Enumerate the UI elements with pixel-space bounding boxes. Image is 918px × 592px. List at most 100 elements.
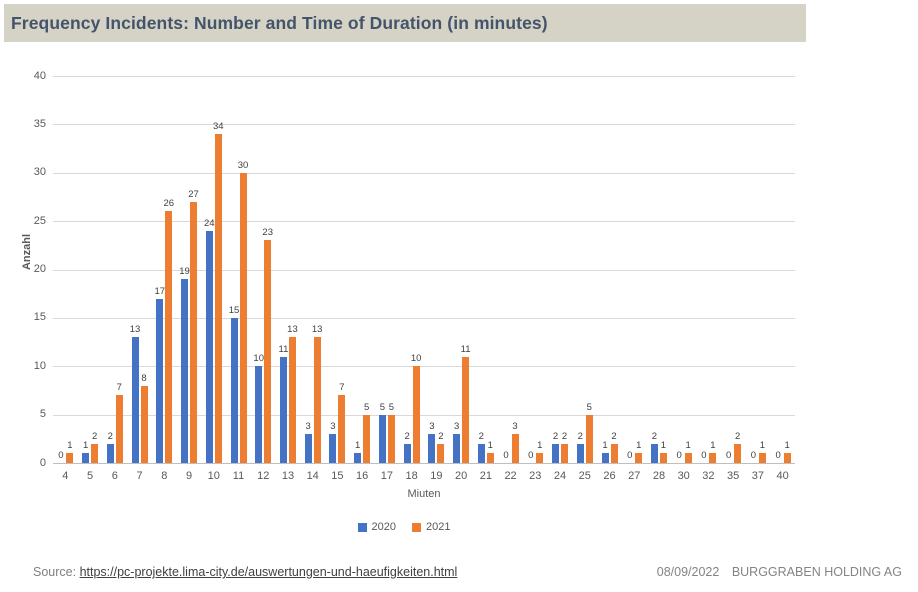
bar-2021-15 (338, 395, 346, 463)
x-tick-label-28: 28 (652, 470, 666, 482)
data-label-2021-19: 2 (438, 430, 444, 442)
data-label-2021-23: 1 (537, 440, 543, 452)
data-label-2020-40: 0 (775, 450, 781, 461)
data-label-2020-15: 3 (330, 420, 336, 432)
y-tick-label: 20 (33, 263, 46, 275)
data-label-2021-25: 5 (586, 401, 592, 413)
bar-2020-7 (131, 337, 139, 463)
y-tick-label: 15 (33, 311, 46, 324)
data-label-2021-16: 5 (364, 401, 370, 413)
data-label-2020-27: 0 (627, 450, 633, 461)
bar-2021-13 (288, 337, 296, 463)
x-tick-label-4: 4 (62, 470, 69, 482)
data-label-2020-20: 3 (453, 420, 460, 432)
bar-2020-21 (477, 443, 485, 463)
bar-2021-32 (709, 453, 717, 463)
x-tick-label-27: 27 (628, 470, 641, 482)
data-label-2021-24: 2 (561, 430, 568, 442)
data-label-2021-26: 2 (611, 430, 617, 442)
chart-title-bar: Frequency Incidents: Number and Time of … (4, 4, 806, 42)
x-tick-label-20: 20 (454, 470, 468, 482)
bar-2020-5 (82, 453, 90, 463)
data-label-2021-17: 5 (388, 401, 395, 413)
bar-2021-35 (734, 443, 742, 463)
data-label-2021-14: 13 (311, 324, 323, 336)
x-tick-label-22: 22 (504, 470, 517, 482)
x-tick-label-10: 10 (207, 470, 220, 482)
data-label-2021-15: 7 (339, 382, 345, 394)
bar-2021-8 (165, 211, 173, 463)
bar-2021-21 (486, 453, 494, 463)
y-tick-label: 25 (33, 214, 46, 227)
legend-item-2021: 2021 (412, 521, 450, 533)
bar-2020-10 (205, 230, 213, 463)
gridline (53, 76, 795, 77)
data-label-2020-7: 13 (129, 324, 141, 336)
data-label-2021-22: 3 (512, 420, 518, 432)
bar-2021-10 (214, 134, 222, 463)
bar-2020-16 (354, 453, 362, 463)
bar-2021-17 (387, 414, 395, 463)
y-tick-label: 30 (33, 166, 46, 179)
source-label: Source: (33, 565, 77, 579)
bar-2020-24 (552, 443, 560, 463)
legend-swatch-2021 (412, 522, 421, 532)
data-label-2020-25: 2 (577, 430, 583, 442)
data-label-2020-14: 3 (305, 420, 311, 432)
data-label-2020-16: 1 (355, 440, 361, 452)
x-tick-label-23: 23 (529, 470, 542, 482)
x-tick-label-6: 6 (111, 470, 118, 482)
bar-2021-9 (190, 201, 198, 463)
bar-2021-30 (684, 453, 692, 463)
data-label-2020-5: 1 (82, 440, 89, 452)
data-label-2021-9: 27 (188, 188, 199, 200)
gridline (53, 414, 795, 416)
data-label-2021-7: 8 (141, 372, 147, 384)
bar-2021-24 (561, 443, 569, 463)
data-label-2020-35: 0 (726, 450, 732, 461)
x-tick-label-21: 21 (479, 470, 492, 482)
data-label-2021-40: 1 (784, 440, 790, 452)
bar-2021-37 (758, 453, 766, 463)
data-label-2021-27: 1 (636, 440, 642, 452)
x-tick-label-30: 30 (677, 470, 690, 482)
gridline (53, 269, 795, 271)
x-tick-label-17: 17 (380, 470, 394, 482)
bar-2021-22 (511, 433, 519, 463)
x-tick-label-11: 11 (232, 470, 245, 482)
data-label-2020-9: 19 (179, 266, 190, 278)
data-label-2020-13: 11 (278, 343, 289, 355)
data-label-2020-37: 0 (750, 450, 757, 461)
bar-2021-11 (239, 172, 247, 463)
x-tick-label-13: 13 (281, 470, 295, 482)
y-tick-label: 10 (33, 359, 46, 372)
bar-2021-27 (635, 453, 643, 463)
data-label-2020-23: 0 (528, 450, 534, 461)
data-label-2020-18: 2 (404, 430, 410, 442)
bar-2020-13 (279, 356, 287, 463)
gridline (53, 317, 795, 319)
bar-2021-7 (140, 385, 148, 463)
data-label-2020-10: 24 (203, 217, 215, 229)
bar-2021-23 (536, 453, 544, 463)
data-label-2020-30: 0 (676, 450, 682, 461)
data-label-2021-18: 10 (410, 353, 422, 365)
bar-2020-9 (181, 279, 189, 463)
data-label-2021-37: 1 (759, 440, 766, 452)
y-tick-label: 5 (39, 408, 46, 421)
data-label-2020-17: 5 (379, 401, 386, 413)
data-label-2021-21: 1 (487, 440, 493, 452)
bar-2021-12 (264, 240, 272, 463)
data-label-2021-5: 2 (91, 430, 98, 442)
bar-2021-16 (363, 414, 371, 463)
footer-company: BURGGRABEN HOLDING AG (731, 565, 902, 579)
source-link[interactable]: https://pc-projekte.lima-city.de/auswert… (79, 565, 458, 579)
data-label-2021-8: 26 (163, 198, 175, 210)
x-tick-label-8: 8 (161, 470, 168, 482)
data-label-2020-32: 0 (701, 450, 707, 461)
footer-right: 08/09/2022 BURGGRABEN HOLDING AG (657, 565, 902, 579)
bar-2021-28 (659, 453, 667, 463)
x-axis-line (53, 463, 795, 464)
x-tick-label-24: 24 (553, 470, 567, 482)
data-label-2020-4: 0 (58, 450, 64, 461)
